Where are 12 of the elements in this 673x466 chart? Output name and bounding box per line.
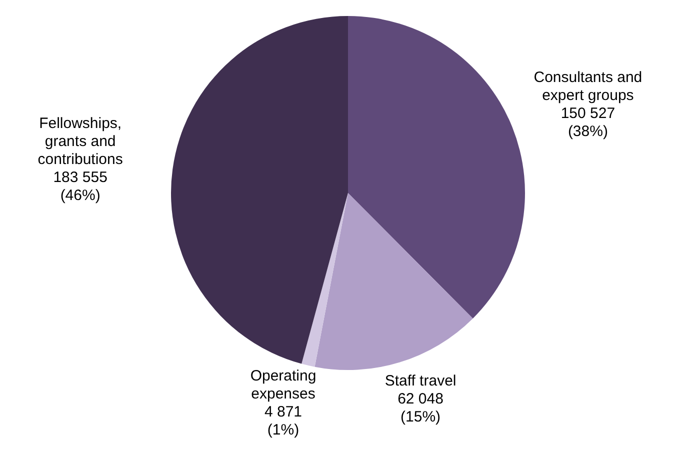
pie-slice [302,193,348,367]
slice-label: Operating expenses [250,366,316,402]
slice-label: Staff travel [384,372,456,389]
pie-slice [348,16,525,318]
pie-slice [171,16,348,364]
data-label: 183 555 (46%) [53,168,108,204]
pie-slice [314,193,473,370]
data-label: 150 527 (38%) [560,104,616,140]
slice-label: Consultants and expert groups [534,68,642,104]
data-label: 4 871 (1%) [264,402,302,438]
slice-label: Fellowships, grants and contributions [38,114,123,168]
data-label: 62 048 (15%) [398,390,444,425]
